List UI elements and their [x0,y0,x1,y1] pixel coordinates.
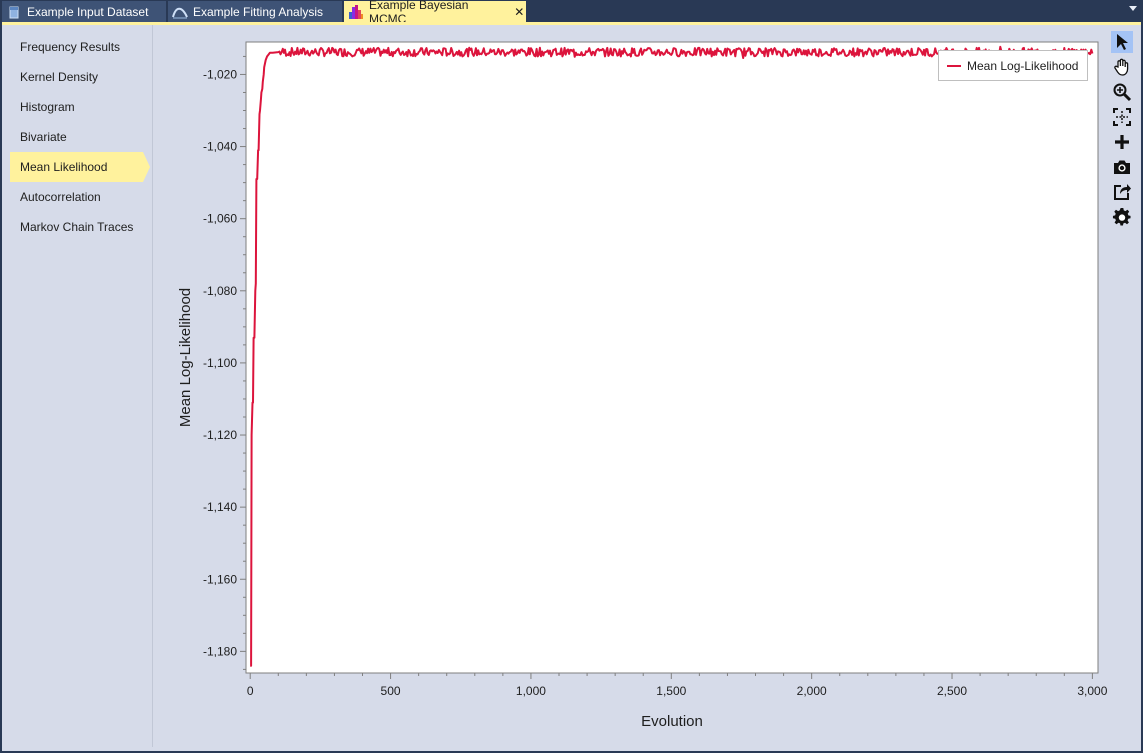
sidebar-item-label: Histogram [20,100,75,114]
zoom-in-icon [1113,83,1132,102]
x-axis: 0 500 1,000 1,500 2,000 2,500 3,000 [247,673,1108,698]
sidebar-item-histogram[interactable]: Histogram [10,92,150,122]
legend-swatch [947,64,961,67]
sidebar-item-bivariate[interactable]: Bivariate [10,122,150,152]
histogram-icon [348,4,364,20]
tab-example-input-dataset[interactable]: Example Input Dataset [2,1,166,22]
tab-label: Example Fitting Analysis [193,4,324,19]
screenshot-button[interactable] [1111,156,1133,178]
camera-icon [1114,160,1130,174]
y-tick-label: -1,080 [203,284,237,298]
add-crosshair-icon [1115,135,1129,149]
plot-area [245,41,1099,674]
gear-icon [1112,207,1131,226]
chart-toolbar [1110,31,1136,241]
y-tick-label: -1,040 [203,140,237,154]
zoom-extents-icon [1113,108,1131,126]
pan-hand-icon [1114,58,1129,76]
sidebar-item-label: Markov Chain Traces [20,220,134,234]
x-tick-label: 2,500 [937,684,967,698]
zoom-tool-button[interactable] [1111,81,1133,103]
y-tick-label: -1,140 [203,500,237,514]
x-tick-label: 1,500 [656,684,686,698]
active-tab-accent-line [2,22,1141,25]
zoom-extents-button[interactable] [1111,106,1133,128]
tab-label: Example Input Dataset [27,4,149,19]
y-axis: -1,180 -1,160 -1,140 -1,120 -1,100 -1,080 -1,0… [203,55,246,670]
document-tab-strip: Example Input Dataset Example Fitting An… [0,0,1143,26]
pointer-icon [1117,34,1128,50]
x-tick-label: 500 [381,684,401,698]
sidebar-item-markov-chain-traces[interactable]: Markov Chain Traces [10,212,150,242]
sidebar-item-label: Frequency Results [20,40,121,54]
export-icon [1114,184,1131,200]
close-icon[interactable]: ✕ [514,4,525,19]
sidebar-item-kernel-density[interactable]: Kernel Density [10,62,150,92]
sidebar-item-label: Mean Likelihood [20,160,108,174]
add-annotation-button[interactable] [1111,131,1133,153]
sidebar-item-autocorrelation[interactable]: Autocorrelation [10,182,150,212]
y-tick-label: -1,020 [203,67,237,81]
y-axis-title: Mean Log-Likelihood [177,288,194,427]
pan-tool-button[interactable] [1111,56,1133,78]
fitting-curve-icon [172,4,188,20]
tab-example-fitting-analysis[interactable]: Example Fitting Analysis [168,1,342,22]
chart-legend: Mean Log-Likelihood [938,50,1088,81]
x-tick-label: 0 [247,684,254,698]
x-tick-label: 1,000 [516,684,546,698]
y-tick-label: -1,160 [203,572,237,586]
x-axis-title: Evolution [641,713,703,730]
sidebar-item-label: Autocorrelation [20,190,101,204]
mean-likelihood-chart[interactable]: -1,180 -1,160 -1,140 -1,120 -1,100 -1,080 -1,0… [154,25,1109,751]
export-button[interactable] [1111,181,1133,203]
sidebar-item-frequency-results[interactable]: Frequency Results [10,32,150,62]
x-tick-label: 2,000 [797,684,827,698]
pointer-tool-button[interactable] [1111,31,1133,53]
y-tick-label: -1,060 [203,212,237,226]
y-tick-label: -1,120 [203,428,237,442]
sidebar-item-label: Kernel Density [20,70,99,84]
results-sidebar: Frequency Results Kernel Density Histogr… [2,25,153,747]
dataset-icon [6,4,22,20]
settings-button[interactable] [1111,206,1133,228]
x-tick-label: 3,000 [1077,684,1107,698]
y-tick-label: -1,100 [203,356,237,370]
tab-example-bayesian-mcmc[interactable]: Example Bayesian MCMC ✕ [344,0,526,26]
tab-overflow-chevron-down-icon[interactable] [1129,6,1137,11]
chart-canvas[interactable]: -1,180 -1,160 -1,140 -1,120 -1,100 -1,080 -1,0… [154,25,1109,751]
sidebar-item-label: Bivariate [20,130,67,144]
legend-entry: Mean Log-Likelihood [967,58,1079,73]
document-content: Frequency Results Kernel Density Histogr… [2,25,1141,751]
sidebar-item-mean-likelihood[interactable]: Mean Likelihood [10,152,150,182]
y-tick-label: -1,180 [203,644,237,658]
